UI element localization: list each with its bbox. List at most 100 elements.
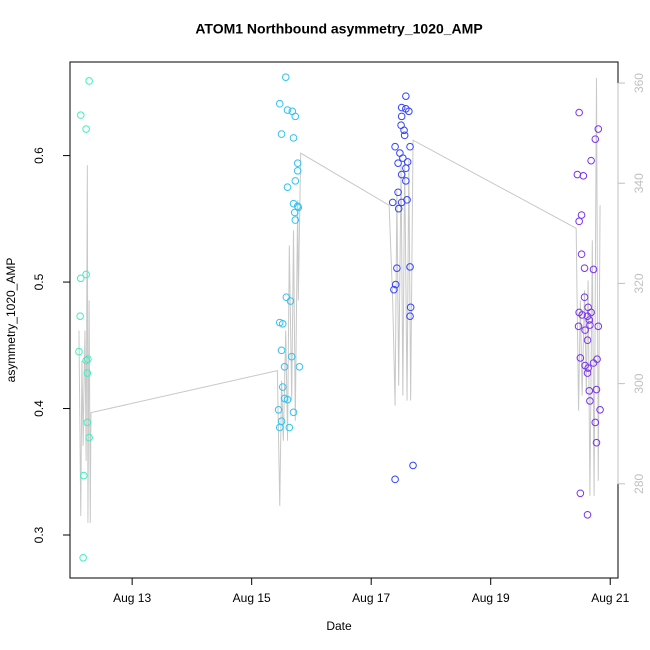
point — [589, 265, 598, 274]
y-tick-label: 0.6 — [32, 147, 46, 164]
point — [583, 312, 592, 321]
point — [391, 280, 400, 289]
point — [402, 92, 410, 100]
point — [283, 106, 292, 114]
point — [289, 199, 298, 208]
point — [278, 319, 287, 328]
point — [585, 316, 594, 324]
point — [283, 395, 292, 404]
point — [76, 312, 84, 321]
point — [274, 405, 283, 414]
point — [82, 270, 90, 279]
y2-tick-label: 360 — [632, 73, 646, 93]
point — [405, 107, 413, 116]
point — [394, 188, 402, 197]
plot-box — [69, 61, 619, 579]
point — [79, 553, 87, 562]
point — [406, 263, 414, 271]
point — [275, 423, 284, 432]
y2-tick-label: 280 — [632, 473, 646, 493]
point — [293, 166, 302, 175]
point — [591, 418, 600, 427]
point — [406, 142, 414, 151]
point — [587, 156, 595, 165]
point — [406, 303, 415, 312]
point — [394, 204, 403, 213]
point — [594, 322, 603, 331]
point — [275, 99, 284, 108]
point — [397, 103, 406, 112]
point — [575, 217, 583, 226]
point — [289, 408, 298, 417]
point — [576, 489, 585, 498]
y-tick-label: 0.5 — [32, 273, 46, 290]
point — [592, 385, 601, 394]
point — [293, 159, 302, 167]
point — [394, 159, 402, 167]
point — [397, 112, 406, 121]
point — [75, 347, 83, 356]
point — [586, 321, 594, 329]
x-tick-label: Aug 15 — [233, 591, 271, 605]
point — [291, 216, 300, 224]
point — [585, 387, 594, 395]
point — [400, 126, 408, 135]
point — [409, 461, 417, 470]
point — [403, 196, 411, 204]
point — [289, 134, 298, 142]
point — [589, 359, 598, 367]
point — [280, 362, 289, 371]
point — [578, 311, 586, 319]
point — [287, 352, 296, 361]
point — [403, 158, 412, 166]
point — [580, 264, 589, 272]
point — [391, 142, 399, 151]
y2-tick-label: 320 — [632, 273, 646, 293]
point — [83, 418, 92, 427]
chart-title: ATOM1 Northbound asymmetry_1020_AMP — [195, 21, 482, 37]
y2-tick-label: 300 — [632, 373, 646, 393]
point — [399, 154, 407, 162]
point — [390, 285, 398, 294]
point — [82, 356, 90, 365]
point — [79, 471, 88, 480]
point — [586, 397, 594, 405]
point — [594, 125, 603, 133]
point — [282, 293, 291, 302]
point — [76, 274, 85, 283]
x-axis-label: Date — [326, 619, 352, 633]
point — [76, 111, 85, 119]
point — [581, 326, 589, 334]
point — [579, 172, 588, 180]
point — [397, 170, 406, 179]
point — [583, 336, 592, 345]
point — [291, 112, 300, 121]
line-series — [78, 78, 601, 523]
point — [596, 405, 604, 414]
point — [400, 131, 409, 140]
point — [285, 423, 294, 432]
point — [277, 346, 286, 355]
x-tick-label: Aug 21 — [591, 591, 629, 605]
point — [573, 170, 582, 179]
point — [393, 264, 401, 272]
point — [402, 177, 410, 185]
point — [283, 183, 292, 192]
point — [294, 203, 303, 212]
point — [291, 177, 300, 185]
point — [290, 208, 299, 217]
y-tick-label: 0.4 — [32, 400, 46, 417]
y-tick-label: 0.3 — [32, 526, 46, 543]
point — [82, 125, 90, 133]
point — [85, 77, 93, 85]
y-axis-label: asymmetry_1020_AMP — [4, 258, 18, 383]
point — [281, 73, 290, 81]
point — [577, 250, 586, 259]
x-tick-label: Aug 17 — [352, 591, 390, 605]
point — [402, 164, 410, 173]
point — [388, 198, 397, 207]
point — [277, 130, 286, 138]
x-tick-label: Aug 19 — [472, 591, 510, 605]
